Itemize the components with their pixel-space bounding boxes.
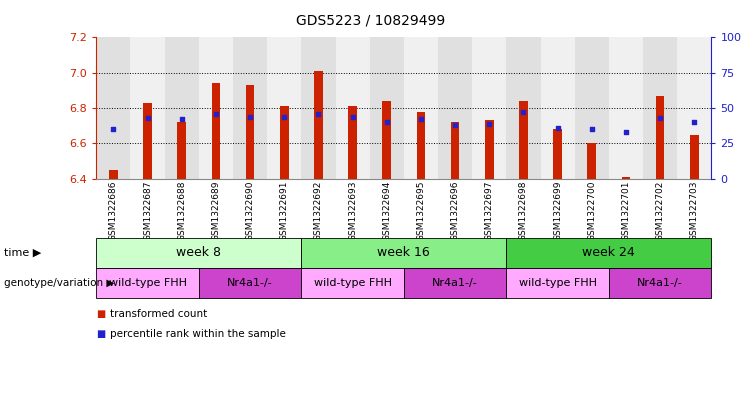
Text: Nr4a1-/-: Nr4a1-/- — [227, 278, 273, 288]
Bar — [96, 37, 130, 179]
Bar — [246, 85, 254, 179]
Text: time ▶: time ▶ — [4, 248, 41, 258]
Point — [107, 126, 119, 132]
Point — [381, 119, 393, 125]
Text: ■: ■ — [96, 329, 105, 339]
Text: GDS5223 / 10829499: GDS5223 / 10829499 — [296, 14, 445, 28]
Point — [620, 129, 632, 135]
Bar — [302, 37, 336, 179]
Bar — [130, 37, 165, 179]
Bar — [109, 170, 118, 179]
Bar — [348, 107, 357, 179]
Bar — [690, 134, 699, 179]
Text: wild-type FHH: wild-type FHH — [109, 278, 187, 288]
Point — [586, 126, 598, 132]
Bar — [622, 177, 630, 179]
Bar — [656, 96, 665, 179]
Bar — [268, 37, 302, 179]
Point — [449, 122, 461, 128]
Bar — [677, 37, 711, 179]
Text: week 24: week 24 — [582, 246, 635, 259]
Bar — [280, 107, 288, 179]
Point — [210, 110, 222, 117]
Bar — [233, 37, 268, 179]
Bar — [451, 122, 459, 179]
Text: percentile rank within the sample: percentile rank within the sample — [110, 329, 285, 339]
Point — [415, 116, 427, 123]
Point — [176, 116, 187, 123]
Text: week 8: week 8 — [176, 246, 222, 259]
Point — [279, 114, 290, 120]
Bar — [143, 103, 152, 179]
Point — [688, 119, 700, 125]
Point — [551, 125, 563, 131]
Point — [654, 115, 666, 121]
Bar — [575, 37, 609, 179]
Bar — [416, 112, 425, 179]
Text: Nr4a1-/-: Nr4a1-/- — [637, 278, 683, 288]
Bar — [336, 37, 370, 179]
Text: wild-type FHH: wild-type FHH — [519, 278, 597, 288]
Bar — [438, 37, 472, 179]
Bar — [643, 37, 677, 179]
Bar — [382, 101, 391, 179]
Bar — [588, 143, 596, 179]
Bar — [165, 37, 199, 179]
Point — [313, 110, 325, 117]
Bar — [472, 37, 506, 179]
Text: Nr4a1-/-: Nr4a1-/- — [432, 278, 478, 288]
Bar — [609, 37, 643, 179]
Bar — [554, 129, 562, 179]
Point — [142, 115, 153, 121]
Bar — [178, 122, 186, 179]
Bar — [404, 37, 438, 179]
Bar — [485, 120, 494, 179]
Bar — [314, 71, 322, 179]
Text: genotype/variation ▶: genotype/variation ▶ — [4, 278, 114, 288]
Bar — [199, 37, 233, 179]
Bar — [540, 37, 575, 179]
Text: week 16: week 16 — [377, 246, 431, 259]
Point — [244, 114, 256, 120]
Bar — [506, 37, 540, 179]
Bar — [519, 101, 528, 179]
Point — [347, 114, 359, 120]
Point — [517, 109, 529, 116]
Bar — [212, 83, 220, 179]
Text: ■: ■ — [96, 309, 105, 320]
Point — [483, 121, 495, 127]
Text: transformed count: transformed count — [110, 309, 207, 320]
Text: wild-type FHH: wild-type FHH — [313, 278, 391, 288]
Bar — [370, 37, 404, 179]
